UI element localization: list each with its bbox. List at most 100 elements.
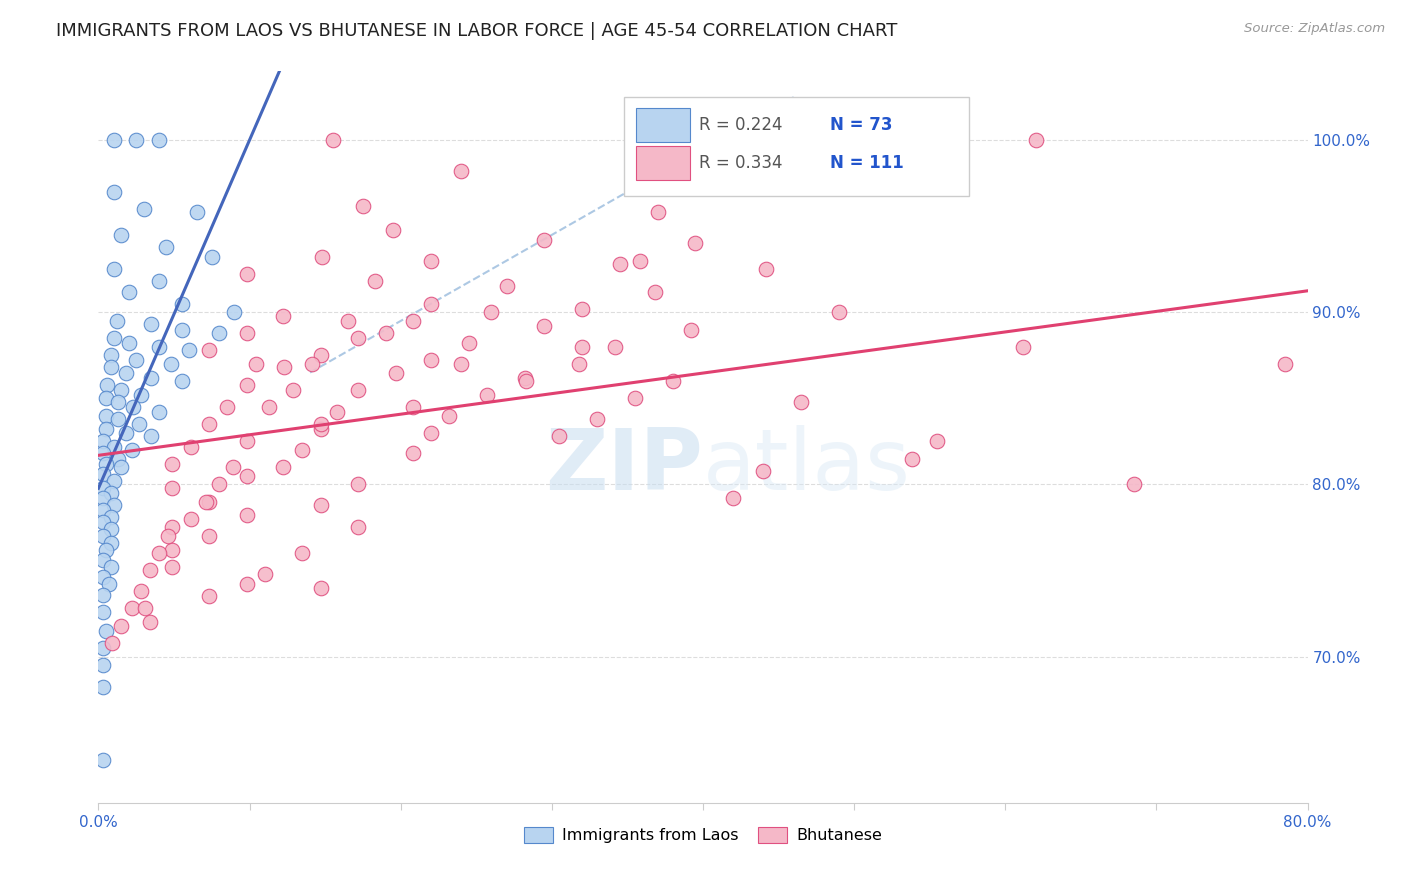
Point: [91, 570, 114, 584]
Point: [271, 460, 294, 475]
Point: [309, 422, 332, 436]
Point: [162, 520, 184, 534]
Point: [132, 202, 155, 216]
Point: [139, 615, 162, 629]
Point: [723, 491, 745, 505]
Point: [121, 601, 143, 615]
Point: [420, 253, 443, 268]
Point: [571, 301, 593, 316]
Point: [110, 227, 132, 242]
Point: [309, 581, 332, 595]
Point: [481, 305, 503, 319]
Point: [450, 164, 472, 178]
Point: [352, 198, 374, 212]
Point: [420, 425, 443, 440]
FancyBboxPatch shape: [624, 97, 969, 195]
Point: [110, 383, 132, 397]
Point: [110, 460, 132, 475]
Point: [347, 520, 370, 534]
Point: [201, 250, 224, 264]
Point: [253, 566, 276, 581]
Point: [162, 560, 184, 574]
Point: [311, 250, 333, 264]
Point: [103, 262, 125, 277]
Point: [107, 412, 129, 426]
Point: [186, 205, 208, 219]
Point: [208, 326, 231, 340]
Point: [661, 374, 683, 388]
Point: [156, 529, 179, 543]
Point: [141, 318, 163, 332]
Point: [91, 605, 114, 619]
Point: [927, 434, 949, 449]
Point: [148, 340, 170, 354]
Text: N = 111: N = 111: [830, 153, 904, 172]
Point: [162, 542, 184, 557]
Point: [100, 536, 122, 550]
Point: [122, 400, 145, 414]
Legend: Immigrants from Laos, Bhutanese: Immigrants from Laos, Bhutanese: [517, 821, 889, 850]
Point: [235, 434, 257, 449]
Point: [103, 185, 125, 199]
Point: [103, 474, 125, 488]
Point: [134, 601, 156, 615]
Point: [91, 491, 114, 505]
Point: [114, 425, 136, 440]
Point: [900, 451, 922, 466]
Point: [162, 481, 184, 495]
Point: [94, 457, 117, 471]
Point: [273, 360, 295, 375]
Point: [194, 494, 217, 508]
Point: [91, 516, 114, 530]
Point: [437, 409, 460, 423]
Point: [235, 577, 257, 591]
Text: R = 0.334: R = 0.334: [699, 153, 783, 172]
Point: [139, 564, 162, 578]
Point: [197, 529, 219, 543]
Point: [197, 589, 219, 603]
Text: N = 73: N = 73: [830, 116, 893, 134]
Point: [148, 274, 170, 288]
Point: [1024, 133, 1046, 147]
Point: [235, 468, 257, 483]
Point: [326, 405, 349, 419]
Point: [129, 584, 152, 599]
Point: [94, 392, 117, 406]
Point: [100, 560, 122, 574]
Point: [402, 446, 425, 460]
Point: [107, 394, 129, 409]
Point: [586, 412, 609, 426]
Point: [91, 503, 114, 517]
Point: [91, 481, 114, 495]
Point: [94, 422, 117, 436]
Point: [605, 340, 627, 354]
Point: [420, 353, 443, 368]
Point: [235, 268, 257, 282]
Point: [107, 451, 129, 466]
Point: [100, 360, 122, 375]
Point: [170, 296, 193, 310]
Point: [91, 681, 114, 695]
Point: [129, 388, 152, 402]
Point: [235, 326, 257, 340]
Point: [475, 388, 498, 402]
Point: [197, 494, 219, 508]
Point: [628, 253, 651, 268]
Point: [235, 377, 257, 392]
Point: [755, 262, 778, 277]
Point: [1122, 477, 1144, 491]
Point: [1012, 340, 1035, 354]
Point: [548, 429, 571, 443]
Point: [103, 498, 125, 512]
Point: [513, 370, 536, 384]
Point: [114, 366, 136, 380]
Point: [125, 353, 148, 368]
Point: [100, 348, 122, 362]
Point: [148, 546, 170, 560]
Point: [91, 529, 114, 543]
Point: [420, 296, 443, 310]
Point: [450, 357, 472, 371]
Point: [364, 274, 387, 288]
Point: [105, 314, 128, 328]
Point: [101, 636, 124, 650]
